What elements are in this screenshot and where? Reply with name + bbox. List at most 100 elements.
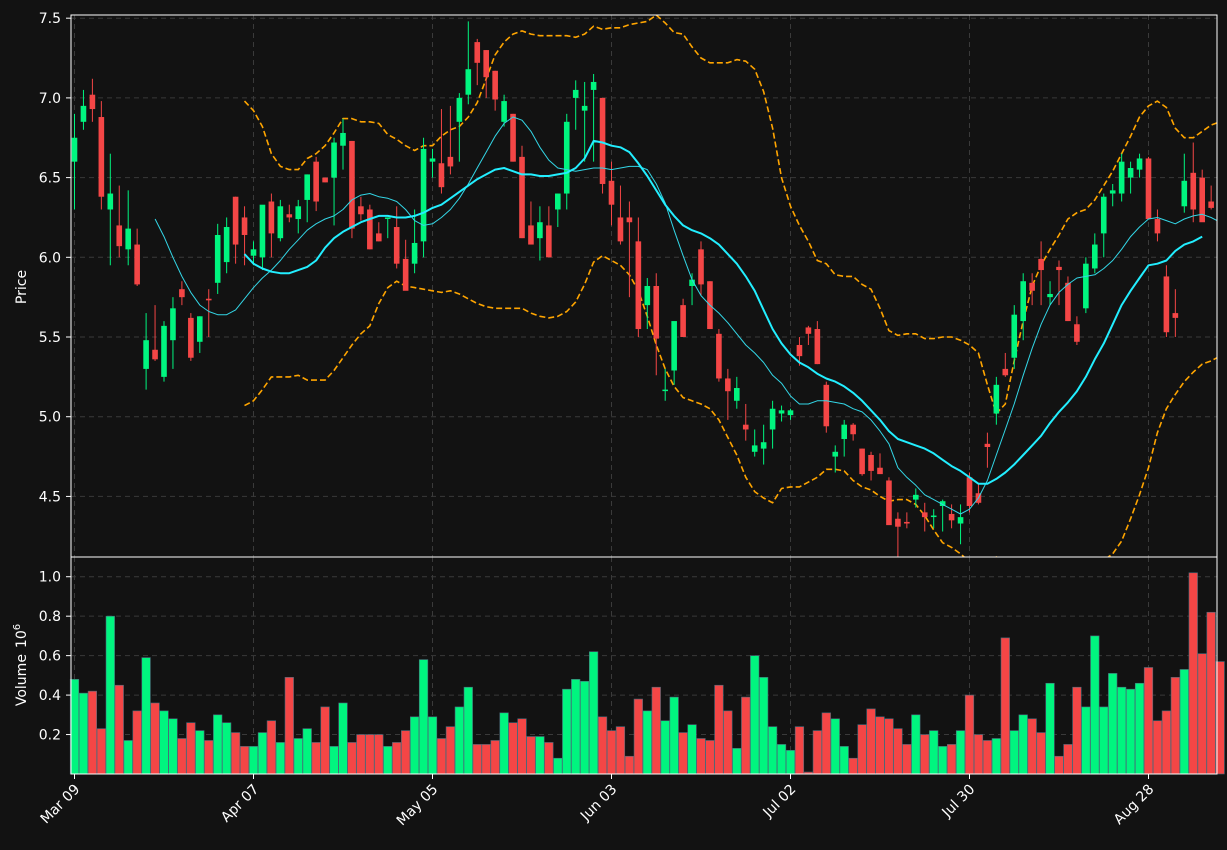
candle-body xyxy=(599,97,606,184)
candle-body xyxy=(241,217,248,235)
volume-bar xyxy=(1206,611,1216,775)
candle-body xyxy=(214,234,221,283)
candle-body xyxy=(125,228,131,250)
candle-body xyxy=(223,227,230,263)
candle-body xyxy=(474,42,481,63)
volume-bar xyxy=(964,694,975,775)
volume-bar xyxy=(553,757,563,775)
volume-bar xyxy=(767,726,778,775)
volume-bar xyxy=(875,716,885,775)
candle-body xyxy=(608,180,615,205)
candle-body xyxy=(492,70,498,100)
candle-body xyxy=(205,298,212,301)
volume-bar xyxy=(1063,744,1073,775)
candle-body xyxy=(250,249,257,256)
volume-bar xyxy=(678,732,688,775)
candle-body xyxy=(1163,276,1170,333)
candle-body xyxy=(456,97,463,122)
x-tick-label: May 05 xyxy=(394,782,442,830)
candle-body xyxy=(483,50,489,78)
volume-bar xyxy=(347,742,357,775)
candle-body xyxy=(859,448,865,475)
volume-bar xyxy=(168,718,178,775)
volume-bar xyxy=(776,744,787,775)
candle-body xyxy=(161,325,167,377)
volume-bar xyxy=(141,657,151,775)
volume-bar xyxy=(365,734,375,775)
volume-bar xyxy=(606,730,617,775)
volume-bar xyxy=(1143,667,1154,775)
volume-bar xyxy=(562,688,572,775)
volume-bar xyxy=(195,730,205,775)
volume-bar xyxy=(848,757,858,775)
volume-bar xyxy=(991,738,1001,775)
volume-bar xyxy=(821,712,831,775)
x-tick-label: Apr 07 xyxy=(218,782,262,826)
candle-body xyxy=(71,137,78,162)
candle-body xyxy=(787,410,794,416)
volume-bar xyxy=(669,696,679,775)
volume-panel-frame xyxy=(70,556,1218,775)
volume-bar xyxy=(929,730,939,775)
candle-body xyxy=(170,308,176,341)
candle-body xyxy=(340,132,346,146)
candle-body xyxy=(304,174,310,200)
candle-body xyxy=(841,424,847,440)
candle-body xyxy=(948,513,955,521)
candle-body xyxy=(268,201,275,234)
price-y-tick-label: 5.0 xyxy=(39,410,61,426)
volume-bar xyxy=(580,680,590,775)
candle-body xyxy=(429,158,436,162)
price-y-tick-label: 7.0 xyxy=(39,91,61,107)
candle-body xyxy=(689,279,695,286)
volume-bar xyxy=(78,692,89,775)
price-y-tick-label: 7.5 xyxy=(39,11,61,27)
volume-bar xyxy=(651,686,661,775)
volume-bar xyxy=(454,706,464,775)
candle-body xyxy=(1011,314,1018,358)
candle-body xyxy=(376,233,382,242)
volume-y-tick-label: 0.8 xyxy=(39,609,61,625)
volume-bar xyxy=(902,744,912,775)
volume-bar xyxy=(401,730,411,775)
volume-bar xyxy=(1215,661,1225,775)
volume-bar xyxy=(284,677,294,775)
candle-body xyxy=(966,477,973,506)
candle-body xyxy=(1118,161,1125,194)
candle-body xyxy=(501,101,507,122)
volume-bar xyxy=(472,744,482,775)
candle-body xyxy=(277,206,284,239)
candle-body xyxy=(1002,368,1009,376)
volume-bar xyxy=(517,718,527,775)
volume-bar xyxy=(660,720,670,775)
volume-bar xyxy=(1072,686,1082,775)
candle-body xyxy=(716,333,722,379)
volume-bar xyxy=(938,746,948,775)
candle-body xyxy=(411,242,418,264)
candle-body xyxy=(313,161,319,202)
candle-body xyxy=(510,113,516,162)
volume-bar xyxy=(857,724,867,775)
candle-body xyxy=(1056,266,1062,271)
candle-body xyxy=(1199,177,1205,223)
volume-y-tick-label: 0.2 xyxy=(39,728,61,744)
candle-body xyxy=(590,81,597,90)
candle-body xyxy=(868,454,874,471)
volume-bar xyxy=(1126,688,1136,775)
volume-bar xyxy=(1018,714,1028,775)
price-y-tick-label: 4.5 xyxy=(39,489,61,505)
candle-body xyxy=(1181,180,1188,207)
candle-body xyxy=(80,105,87,122)
volume-bar xyxy=(105,615,115,775)
candle-body xyxy=(823,384,830,427)
volume-bar xyxy=(1045,682,1055,775)
volume-bar xyxy=(1108,673,1118,775)
volume-bar xyxy=(248,746,259,775)
volume-plot-area xyxy=(69,572,1225,775)
candle-body xyxy=(1047,293,1053,298)
volume-bar xyxy=(785,750,796,775)
candle-body xyxy=(671,321,677,371)
candle-body xyxy=(1083,263,1089,309)
